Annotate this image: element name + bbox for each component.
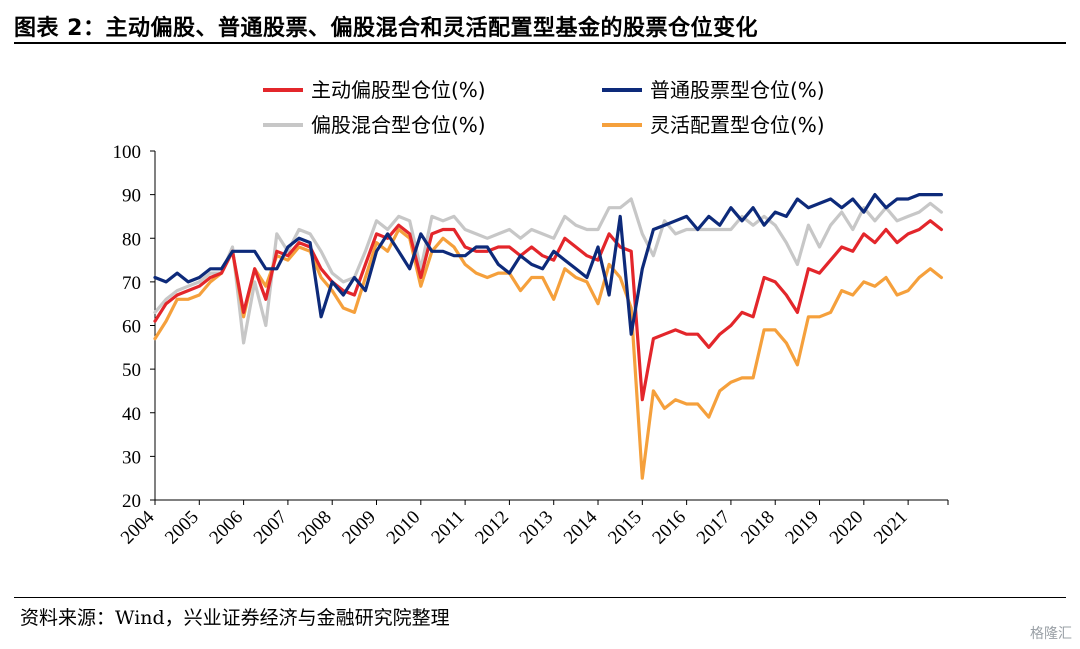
x-tick-label: 2017 xyxy=(693,507,735,549)
legend-label-0: 主动偏股型仓位(%) xyxy=(311,78,486,102)
x-tick-label: 2006 xyxy=(205,507,247,549)
series-line-1 xyxy=(153,193,943,336)
title-rule xyxy=(14,42,1066,44)
x-tick-label: 2013 xyxy=(516,507,558,549)
y-tick-label: 40 xyxy=(122,404,141,425)
source-rule xyxy=(14,597,1066,598)
x-tick-label: 2004 xyxy=(117,506,159,548)
x-tick-label: 2014 xyxy=(560,506,602,548)
y-tick-label: 80 xyxy=(122,229,141,250)
source-note: 资料来源：Wind，兴业证券经济与金融研究院整理 xyxy=(20,607,450,629)
y-tick-label: 60 xyxy=(122,317,141,338)
x-tick-label: 2016 xyxy=(648,507,690,549)
x-tick-label: 2005 xyxy=(161,507,203,549)
series-line-0 xyxy=(153,219,943,402)
x-tick-label: 2009 xyxy=(338,507,380,549)
y-tick-label: 50 xyxy=(122,360,141,381)
y-tick-label: 20 xyxy=(122,491,141,512)
x-tick-label: 2021 xyxy=(870,507,912,549)
x-tick-label: 2011 xyxy=(427,507,468,548)
legend-label-1: 普通股票型仓位(%) xyxy=(650,78,825,102)
x-tick-label: 2010 xyxy=(383,507,425,549)
x-tick-label: 2007 xyxy=(250,507,292,549)
legend-label-3: 灵活配置型仓位(%) xyxy=(650,113,825,137)
x-tick-label: 2012 xyxy=(471,507,513,549)
legend-label-2: 偏股混合型仓位(%) xyxy=(311,113,486,137)
x-tick-label: 2018 xyxy=(737,507,779,549)
figure-title: 图表 2：主动偏股、普通股票、偏股混合和灵活配置型基金的股票仓位变化 xyxy=(14,16,758,41)
x-tick-label: 2008 xyxy=(294,507,336,549)
y-tick-label: 30 xyxy=(122,447,141,468)
x-tick-label: 2020 xyxy=(826,507,868,549)
y-tick-label: 90 xyxy=(122,186,141,207)
y-tick-label: 70 xyxy=(122,273,141,294)
watermark: 格隆汇 xyxy=(1030,626,1072,642)
series-line-3 xyxy=(153,227,943,480)
x-tick-label: 2019 xyxy=(781,507,823,549)
x-tick-label: 2015 xyxy=(604,507,646,549)
y-tick-label: 100 xyxy=(113,142,142,163)
